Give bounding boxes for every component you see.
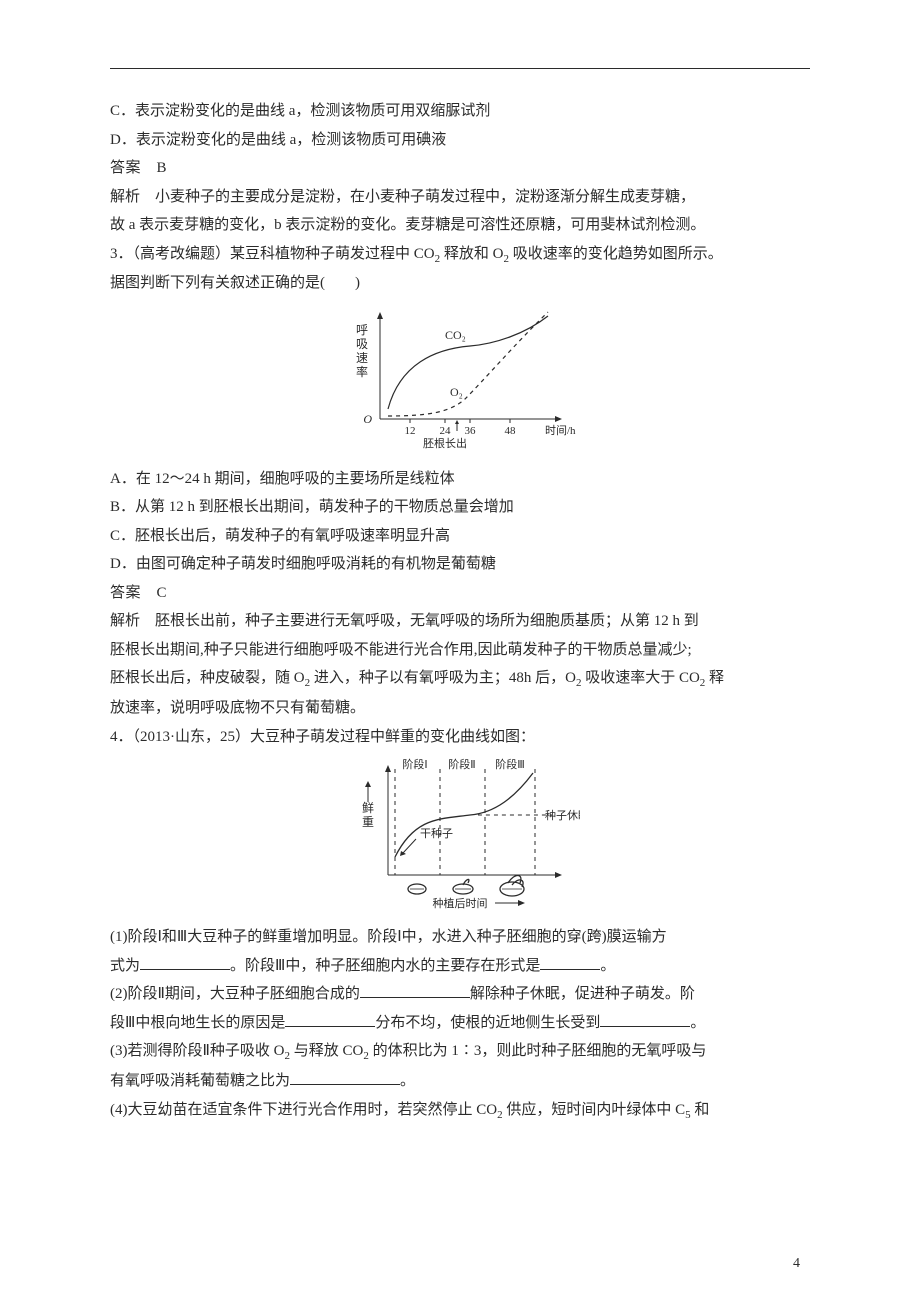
q3-explain-4: 放速率，说明呼吸底物不只有葡萄糖。 [110, 694, 810, 723]
svg-text:48: 48 [505, 425, 517, 437]
q2-option-c: C．表示淀粉变化的是曲线 a，检测该物质可用双缩脲试剂 [110, 97, 810, 126]
q3-exp3-c: 吸收速率大于 CO [581, 670, 699, 686]
svg-text:36: 36 [465, 425, 477, 437]
q2-answer: 答案 B [110, 154, 810, 183]
q3-exp3-b: 进入，种子以有氧呼吸为主；48h 后，O [310, 670, 576, 686]
blank-2 [540, 954, 600, 970]
q3-stem-1: 3．（高考改编题）某豆科植物种子萌发过程中 CO2 释放和 O2 吸收速率的变化… [110, 240, 810, 270]
q4-3a-pre: (3)若测得阶段Ⅱ种子吸收 O [110, 1043, 284, 1059]
q3-explain-2: 胚根长出期间,种子只能进行细胞呼吸不能进行光合作用,因此萌发种子的干物质总量减少… [110, 636, 810, 665]
q2-option-d: D．表示淀粉变化的是曲线 a，检测该物质可用碘液 [110, 126, 810, 155]
blank-3 [360, 982, 470, 998]
svg-text:胚根长出: 胚根长出 [423, 436, 467, 450]
svg-text:种植后时间: 种植后时间 [433, 896, 488, 910]
svg-text:鲜: 鲜 [362, 801, 374, 815]
svg-text:种子休眠: 种子休眠 [545, 808, 580, 822]
q4-3a-end: 的体积比为 1∶3，则此时种子胚细胞的无氧呼吸与 [369, 1043, 707, 1059]
q4-2b-pre: 段Ⅲ中根向地生长的原因是 [110, 1015, 285, 1031]
q4-3b: 有氧呼吸消耗葡萄糖之比为 。 [110, 1067, 810, 1096]
q3-option-c: C．胚根长出后，萌发种子的有氧呼吸速率明显升高 [110, 522, 810, 551]
q4-1b: 式为 。阶段Ⅲ中，种子胚细胞内水的主要存在形式是 。 [110, 952, 810, 981]
q4-1a: (1)阶段Ⅰ和Ⅲ大豆种子的鲜重增加明显。阶段Ⅰ中，水进入种子胚细胞的穿(跨)膜运… [110, 923, 810, 952]
respiration-chart: 呼吸速率 O CO₂ O₂ 12 24 36 48 胚根长出 时间/h [340, 304, 580, 454]
svg-text:速: 速 [356, 351, 368, 365]
blank-6 [290, 1069, 400, 1085]
q4-2a-end: 解除种子休眠，促进种子萌发。阶 [470, 986, 695, 1002]
svg-text:时间/h: 时间/h [545, 424, 576, 437]
q4-stem: 4．（2013·山东，25）大豆种子萌发过程中鲜重的变化曲线如图： [110, 723, 810, 752]
svg-text:阶段Ⅲ: 阶段Ⅲ [495, 757, 525, 771]
q3-explain-3: 胚根长出后，种皮破裂，随 O2 进入，种子以有氧呼吸为主；48h 后，O2 吸收… [110, 664, 810, 694]
q4-3a: (3)若测得阶段Ⅱ种子吸收 O2 与释放 CO2 的体积比为 1∶3，则此时种子… [110, 1037, 810, 1067]
svg-text:CO₂: CO₂ [445, 328, 466, 342]
q3-answer: 答案 C [110, 579, 810, 608]
blank-5 [600, 1011, 690, 1027]
q2-explain-1: 解析 小麦种子的主要成分是淀粉，在小麦种子萌发过程中，淀粉逐渐分解生成麦芽糖， [110, 183, 810, 212]
svg-text:重: 重 [362, 815, 374, 829]
q3-stem-1c: 吸收速率的变化趋势如图所示。 [509, 246, 723, 262]
q3-exp3-a: 胚根长出后，种皮破裂，随 O [110, 670, 305, 686]
q3-stem-2: 据图判断下列有关叙述正确的是( ) [110, 269, 810, 298]
q4-2b-mid: 分布不均，使根的近地侧生长受到 [375, 1015, 600, 1031]
q2-explain-2: 故 a 表示麦芽糖的变化，b 表示淀粉的变化。麦芽糖是可溶性还原糖，可用斐林试剂… [110, 211, 810, 240]
document-page: C．表示淀粉变化的是曲线 a，检测该物质可用双缩脲试剂 D．表示淀粉变化的是曲线… [0, 0, 920, 1302]
q3-stem-1b: 释放和 O [440, 246, 503, 262]
svg-text:呼: 呼 [356, 323, 368, 337]
fresh-weight-chart: 鲜重 阶段Ⅰ 阶段Ⅱ 阶段Ⅲ 种子休眠干种子种植后时间 [340, 757, 580, 912]
q4-4a: (4)大豆幼苗在适宜条件下进行光合作用时，若突然停止 CO2 供应，短时间内叶绿… [110, 1096, 810, 1126]
q4-3b-end: 。 [400, 1073, 415, 1089]
svg-text:阶段Ⅰ: 阶段Ⅰ [402, 757, 427, 771]
q4-4a-pre: (4)大豆幼苗在适宜条件下进行光合作用时，若突然停止 CO [110, 1102, 497, 1118]
q4-3a-mid: 与释放 CO [290, 1043, 363, 1059]
q3-option-a: A．在 12～24 h 期间，细胞呼吸的主要场所是线粒体 [110, 465, 810, 494]
q4-2b-end: 。 [690, 1015, 705, 1031]
q4-4a-mid: 供应，短时间内叶绿体中 C [503, 1102, 686, 1118]
q4-1b-mid: 。阶段Ⅲ中，种子胚细胞内水的主要存在形式是 [230, 958, 540, 974]
q3-exp3-d: 释 [705, 670, 724, 686]
blank-4 [285, 1011, 375, 1027]
q3-option-b: B．从第 12 h 到胚根长出期间，萌发种子的干物质总量会增加 [110, 493, 810, 522]
q4-1b-end: 。 [600, 958, 615, 974]
svg-text:干种子: 干种子 [420, 826, 453, 840]
q3-stem-1a: 3．（高考改编题）某豆科植物种子萌发过程中 CO [110, 246, 435, 262]
figure-2-wrap: 鲜重 阶段Ⅰ 阶段Ⅱ 阶段Ⅲ 种子休眠干种子种植后时间 [110, 757, 810, 917]
svg-text:O₂: O₂ [450, 385, 463, 399]
svg-text:吸: 吸 [356, 337, 368, 351]
svg-text:12: 12 [405, 425, 416, 437]
q4-2b: 段Ⅲ中根向地生长的原因是 分布不均，使根的近地侧生长受到 。 [110, 1009, 810, 1038]
svg-text:24: 24 [440, 425, 452, 437]
q3-option-d: D．由图可确定种子萌发时细胞呼吸消耗的有机物是葡萄糖 [110, 550, 810, 579]
page-number: 4 [793, 1256, 800, 1272]
header-rule [110, 68, 810, 69]
svg-text:率: 率 [356, 364, 368, 379]
svg-text:O: O [363, 412, 372, 426]
q4-4a-end: 和 [691, 1102, 710, 1118]
q4-2a-pre: (2)阶段Ⅱ期间，大豆种子胚细胞合成的 [110, 986, 360, 1002]
q3-explain-1: 解析 胚根长出前，种子主要进行无氧呼吸，无氧呼吸的场所为细胞质基质；从第 12 … [110, 607, 810, 636]
blank-1 [140, 954, 230, 970]
q4-1b-pre: 式为 [110, 958, 140, 974]
figure-1-wrap: 呼吸速率 O CO₂ O₂ 12 24 36 48 胚根长出 时间/h [110, 304, 810, 459]
q4-2a: (2)阶段Ⅱ期间，大豆种子胚细胞合成的 解除种子休眠，促进种子萌发。阶 [110, 980, 810, 1009]
svg-text:阶段Ⅱ: 阶段Ⅱ [448, 757, 475, 771]
q4-3b-pre: 有氧呼吸消耗葡萄糖之比为 [110, 1073, 290, 1089]
